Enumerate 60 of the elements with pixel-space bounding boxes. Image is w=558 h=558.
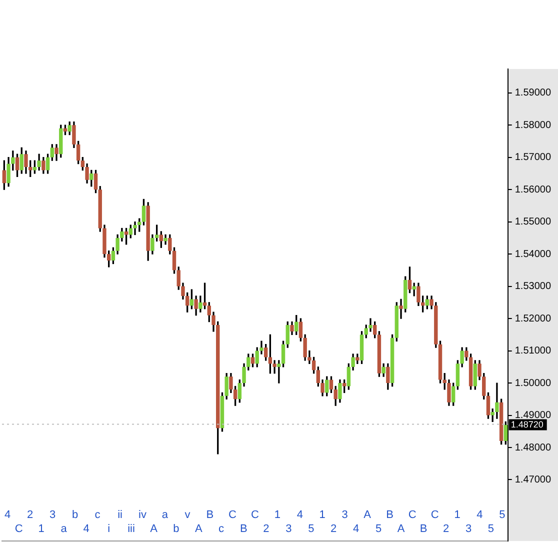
y-tick-label: 1.59000 xyxy=(514,88,552,99)
annotation: 4 xyxy=(83,523,90,536)
annotation: 1 xyxy=(319,509,326,522)
y-tick-label: 1.54000 xyxy=(514,248,552,260)
y-tick-label: 1.55000 xyxy=(514,216,552,228)
ref-line-label: 1.48720 xyxy=(510,419,544,430)
y-tick-label: 1.53000 xyxy=(514,281,552,292)
y-tick-label: 1.57000 xyxy=(514,152,552,164)
annotation: 3 xyxy=(465,523,472,536)
annotation: C xyxy=(408,509,416,522)
annotation: 2 xyxy=(442,523,450,536)
annotation: c xyxy=(218,523,224,536)
annotation: 1 xyxy=(454,509,460,522)
annotation: 3 xyxy=(286,523,292,536)
annotation: B xyxy=(206,509,214,522)
annotation: a xyxy=(60,523,68,536)
annotation: 5 xyxy=(488,523,494,536)
annotation: 5 xyxy=(376,523,382,536)
annotation: B xyxy=(386,509,394,522)
annotation: iv xyxy=(138,509,147,522)
annotation: 1 xyxy=(38,523,44,536)
annotation: v xyxy=(184,509,191,522)
annotation: 4 xyxy=(353,523,360,536)
annotation: 2 xyxy=(27,509,34,522)
annotation: 3 xyxy=(50,509,56,522)
y-tick-label: 1.52000 xyxy=(514,313,552,324)
candlestick xyxy=(399,298,403,319)
annotation: A xyxy=(195,523,204,536)
annotation: 5 xyxy=(308,523,314,536)
y-tick-label: 1.47000 xyxy=(514,474,552,486)
annotation: B xyxy=(420,523,428,536)
annotation: ii xyxy=(118,509,122,522)
annotation: A xyxy=(364,509,372,522)
annotation: 4 xyxy=(4,509,11,522)
annotation: A xyxy=(150,523,158,536)
y-tick-label: 1.49000 xyxy=(514,410,552,422)
annotation: C xyxy=(14,523,23,536)
annotation: iii xyxy=(128,523,135,536)
annotation: i xyxy=(108,523,110,536)
y-tick-label: 1.56000 xyxy=(514,184,552,196)
annotation: 1 xyxy=(274,509,280,522)
annotation: 5 xyxy=(499,509,506,522)
annotation: 3 xyxy=(342,509,348,522)
annotation: C xyxy=(430,509,439,522)
annotation: 2 xyxy=(330,523,337,536)
annotation: C xyxy=(250,509,259,522)
y-tick-label: 1.50000 xyxy=(514,378,552,389)
y-tick-label: 1.58000 xyxy=(514,120,552,131)
y-tick-label: 1.48000 xyxy=(514,442,552,454)
y-tick-label: 1.51000 xyxy=(514,346,552,357)
annotation: 4 xyxy=(296,509,303,522)
annotation: C xyxy=(228,509,236,522)
annotation: a xyxy=(162,509,169,522)
annotation: c xyxy=(94,509,101,522)
annotation: 2 xyxy=(263,523,270,536)
annotation: A xyxy=(397,523,406,536)
annotation: 4 xyxy=(476,509,483,522)
annotation: b xyxy=(72,509,78,522)
annotation: b xyxy=(173,523,180,536)
annotation: B xyxy=(240,523,248,536)
